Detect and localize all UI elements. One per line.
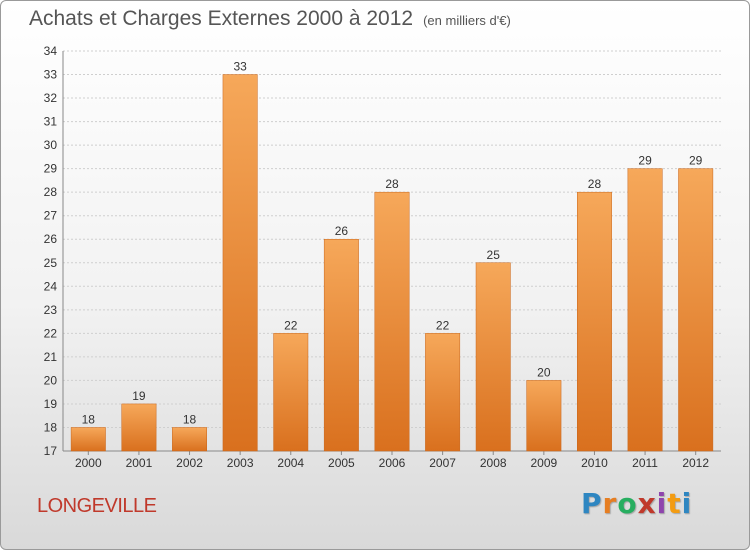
data-label-2005: 26 (335, 224, 349, 238)
data-label-2009: 20 (537, 365, 551, 379)
logo-letter: x (637, 487, 657, 520)
bar-2003 (222, 74, 258, 452)
x-tick-label: 2005 (328, 456, 355, 470)
y-tick-label: 34 (44, 44, 58, 58)
y-tick-label: 22 (44, 326, 58, 340)
y-tick-label: 32 (44, 91, 58, 105)
location-name: LONGEVILLE (37, 495, 157, 517)
y-tick-label: 21 (44, 350, 58, 364)
y-tick-label: 24 (44, 279, 58, 293)
data-labels: 18 19 18 33 22 26 28 22 25 20 28 29 29 (82, 60, 703, 427)
bar-2006 (374, 191, 410, 452)
y-tick-label: 28 (44, 185, 58, 199)
logo-letter: r (602, 487, 618, 520)
x-tick-label: 2009 (530, 456, 557, 470)
x-tick-label: 2003 (227, 456, 254, 470)
x-tick-label: 2011 (632, 456, 658, 470)
data-label-2008: 25 (487, 248, 501, 262)
chart-title: Achats et Charges Externes 2000 à 2012 (e… (29, 7, 511, 31)
x-tick-label: 2004 (277, 456, 304, 470)
data-label-2003: 33 (233, 60, 247, 74)
y-tick-label: 30 (44, 138, 58, 152)
data-label-2000: 18 (82, 412, 96, 426)
x-tick-label: 2012 (682, 456, 709, 470)
y-tick-label: 23 (44, 303, 58, 317)
bar-2008 (475, 262, 511, 452)
y-tick-label: 29 (44, 162, 58, 176)
bar-2004 (273, 333, 309, 452)
x-tick-label: 2002 (176, 456, 203, 470)
y-tick-label: 20 (44, 373, 58, 387)
data-label-2002: 18 (183, 412, 197, 426)
y-tick-label: 17 (44, 444, 58, 458)
y-tick-label: 19 (44, 397, 58, 411)
y-tick-label: 26 (44, 232, 58, 246)
data-label-2010: 28 (588, 177, 602, 191)
bar-2002 (172, 427, 207, 452)
bar-2010 (577, 191, 612, 452)
chart-title-text: Achats et Charges Externes 2000 à 2012 (29, 7, 414, 30)
y-tick-label: 31 (44, 115, 58, 129)
y-tick-label: 25 (44, 256, 58, 270)
logo-letter: t (667, 487, 682, 520)
y-tick-label: 33 (44, 68, 58, 82)
axes: 17 18 19 20 21 22 23 24 25 26 27 28 29 30 31 32 33 34 2000… (44, 44, 721, 470)
logo-letter: P (581, 487, 603, 520)
data-label-2011: 29 (638, 154, 652, 168)
y-tick-label: 27 (44, 209, 58, 223)
logo-letter: i (681, 487, 693, 520)
chart-unit: (en milliers d'€) (423, 13, 511, 28)
bar-2011 (627, 168, 663, 452)
x-tick-label: 2001 (126, 456, 153, 470)
data-label-2004: 22 (284, 318, 298, 332)
x-tick-label: 2007 (429, 456, 456, 470)
proxiti-logo[interactable]: Proxiti (581, 487, 692, 520)
bar-2005 (323, 238, 359, 452)
data-label-2006: 28 (385, 177, 399, 191)
logo-letter: o (617, 487, 638, 520)
bars (70, 74, 714, 452)
x-tick-label: 2008 (480, 456, 507, 470)
data-label-2007: 22 (436, 318, 450, 332)
data-label-2001: 19 (132, 389, 146, 403)
bar-2009 (526, 380, 562, 452)
y-tick-label: 18 (44, 420, 58, 434)
bar-2001 (121, 403, 157, 452)
logo-letter: i (656, 487, 668, 520)
x-tick-label: 2000 (75, 456, 102, 470)
bar-2000 (70, 427, 106, 452)
x-tick-label: 2010 (581, 456, 608, 470)
bar-2012 (678, 168, 714, 452)
bar-2007 (425, 333, 461, 452)
x-tick-label: 2006 (379, 456, 406, 470)
data-label-2012: 29 (689, 154, 703, 168)
